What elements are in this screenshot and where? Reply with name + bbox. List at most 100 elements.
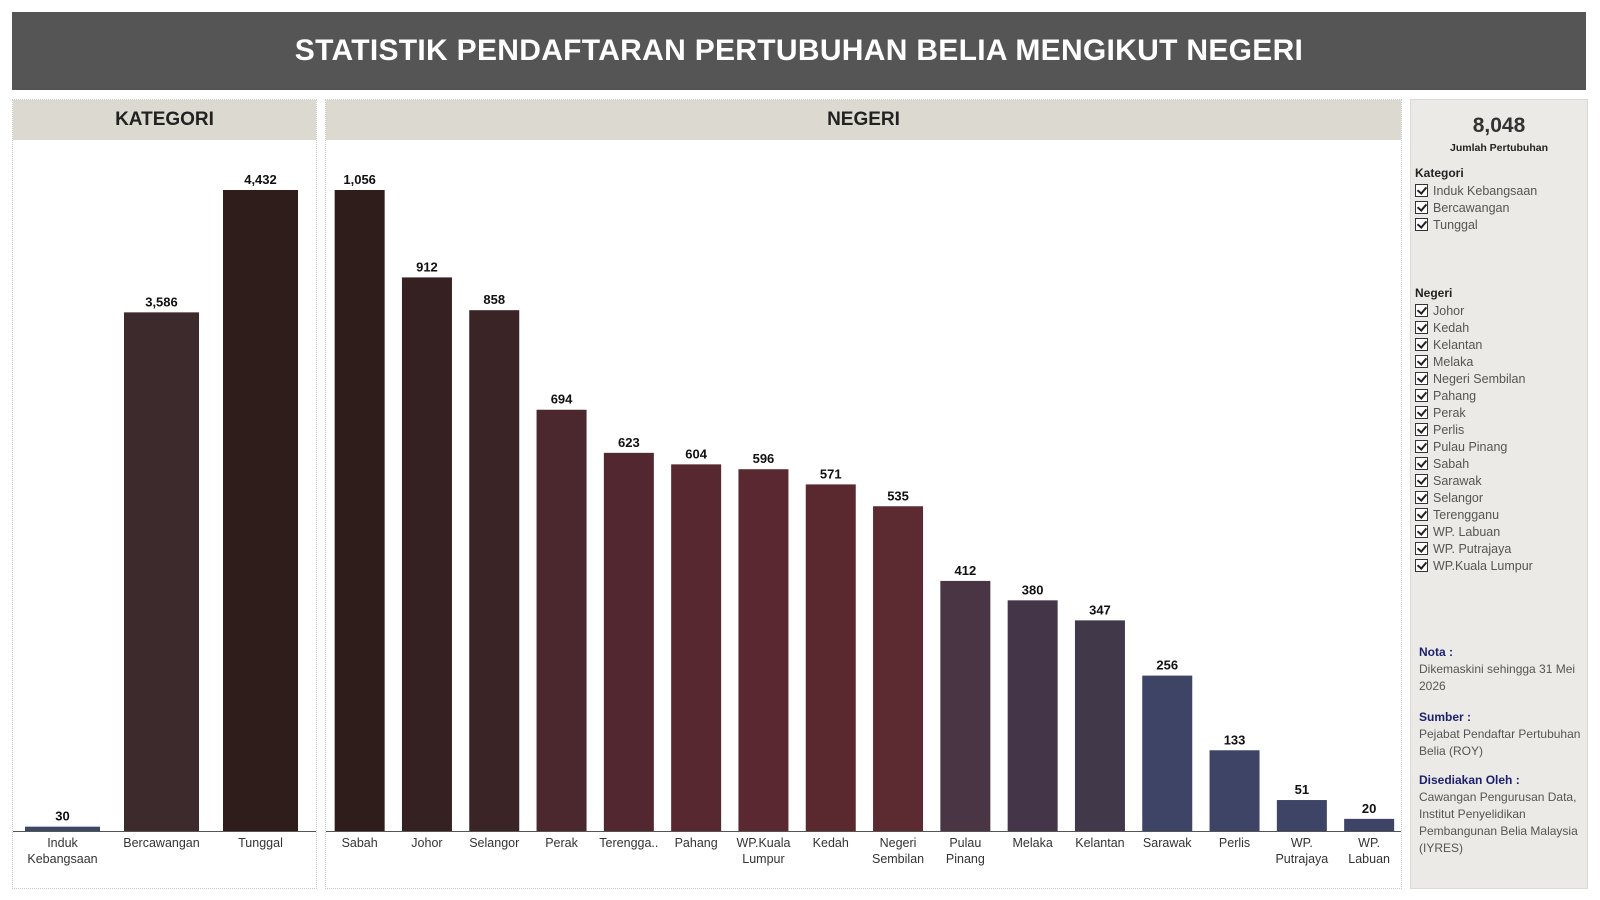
bar-value-label: 623 (618, 435, 640, 450)
bar[interactable] (1209, 750, 1260, 831)
negeri-filter-item[interactable]: Pulau Pinang (1415, 438, 1585, 455)
total-organisations-label: Jumlah Pertubuhan (1449, 142, 1548, 154)
checkbox-checked-icon[interactable] (1415, 304, 1428, 317)
bar[interactable] (1007, 600, 1058, 831)
bar[interactable] (1074, 620, 1125, 831)
x-tick-label: Terengga.. (599, 836, 658, 850)
negeri-filter-item[interactable]: Sarawak (1415, 472, 1585, 489)
checkbox-checked-icon[interactable] (1415, 474, 1428, 487)
checkbox-checked-icon[interactable] (1415, 457, 1428, 470)
checkbox-checked-icon[interactable] (1415, 321, 1428, 334)
bar-value-label: 133 (1224, 732, 1246, 747)
negeri-filter-item[interactable]: Sabah (1415, 455, 1585, 472)
x-tick-label: Negeri (880, 836, 917, 850)
bar[interactable] (536, 409, 587, 831)
negeri-filter-item[interactable]: Terengganu (1415, 506, 1585, 523)
checkbox-checked-icon[interactable] (1415, 218, 1428, 231)
negeri-filter-item-label: Johor (1433, 303, 1465, 318)
negeri-filter-item-label: Terengganu (1433, 507, 1500, 522)
negeri-filter-item[interactable]: WP. Labuan (1415, 523, 1585, 540)
checkbox-checked-icon[interactable] (1415, 559, 1428, 572)
bar-value-label: 694 (551, 392, 573, 407)
negeri-filter-item[interactable]: Kelantan (1415, 336, 1585, 353)
negeri-filter-item[interactable]: Perlis (1415, 421, 1585, 438)
negeri-panel-title: NEGERI (326, 100, 1401, 140)
bar[interactable] (940, 580, 991, 831)
filter-sidebar: 8,048 Jumlah Pertubuhan Kategori Induk K… (1410, 99, 1588, 889)
negeri-filter-item[interactable]: Johor (1415, 302, 1585, 319)
checkbox-checked-icon[interactable] (1415, 525, 1428, 538)
negeri-filter-item[interactable]: Perak (1415, 404, 1585, 421)
checkbox-checked-icon[interactable] (1415, 184, 1428, 197)
negeri-filter-item-label: Kedah (1433, 320, 1470, 335)
negeri-filter-item-label: Sarawak (1433, 473, 1482, 488)
checkbox-checked-icon[interactable] (1415, 440, 1428, 453)
x-tick-label: Melaka (1013, 836, 1053, 850)
negeri-filter-item-label: Pahang (1433, 388, 1477, 403)
negeri-filter-item[interactable]: Kedah (1415, 319, 1585, 336)
x-tick-label: Johor (411, 836, 442, 850)
checkbox-checked-icon[interactable] (1415, 508, 1428, 521)
x-tick-label: WP. (1291, 836, 1313, 850)
kategori-filter-item[interactable]: Tunggal (1415, 216, 1585, 233)
bar[interactable] (603, 452, 654, 831)
checkbox-checked-icon[interactable] (1415, 201, 1428, 214)
x-tick-label: Pinang (946, 852, 985, 866)
negeri-filter-item[interactable]: Selangor (1415, 489, 1585, 506)
bar[interactable] (738, 469, 789, 831)
kategori-bar-chart: 30 Induk Kebangsaan 3,586 Bercawangan 4,432 Tu… (13, 172, 316, 866)
checkbox-checked-icon[interactable] (1415, 355, 1428, 368)
x-tick-label: Perlis (1219, 836, 1250, 850)
x-tick-label: Pahang (675, 836, 718, 850)
checkbox-checked-icon[interactable] (1415, 491, 1428, 504)
negeri-filter-item[interactable]: Negeri Sembilan (1415, 370, 1585, 387)
checkbox-checked-icon[interactable] (1415, 423, 1428, 436)
bar-value-label: 412 (954, 563, 976, 578)
bar[interactable] (1276, 800, 1327, 831)
bar-value-label: 604 (685, 446, 707, 461)
x-tick-label: Pulau (949, 836, 981, 850)
checkbox-checked-icon[interactable] (1415, 389, 1428, 402)
disediakan-heading: Disediakan Oleh : (1419, 773, 1520, 787)
bar-value-label: 347 (1089, 602, 1111, 617)
negeri-panel: NEGERI 1,056 Sabah 912 Johor 858 Selangor 694 P… (325, 99, 1402, 889)
x-tick-label: Bercawangan (123, 836, 199, 850)
x-tick-label: Putrajaya (1275, 852, 1328, 866)
negeri-filter-item[interactable]: WP.Kuala Lumpur (1415, 557, 1585, 574)
bar-value-label: 858 (483, 292, 505, 307)
bar[interactable] (223, 190, 298, 831)
bar[interactable] (124, 312, 199, 831)
negeri-filter-item-label: WP. Putrajaya (1433, 541, 1512, 556)
checkbox-checked-icon[interactable] (1415, 338, 1428, 351)
checkbox-checked-icon[interactable] (1415, 406, 1428, 419)
negeri-filter-item-label: Kelantan (1433, 337, 1483, 352)
kategori-filter-item[interactable]: Induk Kebangsaan (1415, 182, 1585, 199)
kategori-filter-item[interactable]: Bercawangan (1415, 199, 1585, 216)
negeri-filter-item[interactable]: Pahang (1415, 387, 1585, 404)
negeri-filter-item[interactable]: WP. Putrajaya (1415, 540, 1585, 557)
x-tick-label: Induk (47, 836, 78, 850)
bar[interactable] (805, 484, 856, 831)
bar[interactable] (334, 190, 385, 831)
kategori-filter-list: Induk Kebangsaan Bercawangan Tunggal (1415, 182, 1585, 233)
kategori-filter-item-label: Bercawangan (1433, 200, 1510, 215)
bar-value-label: 3,586 (145, 294, 178, 309)
checkbox-checked-icon[interactable] (1415, 542, 1428, 555)
negeri-filter-item-label: WP.Kuala Lumpur (1433, 558, 1533, 573)
bar[interactable] (671, 464, 722, 831)
sumber-heading: Sumber : (1419, 710, 1472, 724)
bar[interactable] (1344, 818, 1395, 831)
bar[interactable] (25, 826, 100, 831)
bar-value-label: 380 (1022, 582, 1044, 597)
bar[interactable] (469, 310, 520, 831)
bar[interactable] (1142, 675, 1193, 831)
negeri-filter-item[interactable]: Melaka (1415, 353, 1585, 370)
kategori-panel: KATEGORI 30 Induk Kebangsaan 3,586 Bercawang… (12, 99, 317, 889)
bar-value-label: 4,432 (244, 172, 277, 187)
page-title: STATISTIK PENDAFTARAN PERTUBUHAN BELIA M… (12, 12, 1586, 90)
checkbox-checked-icon[interactable] (1415, 372, 1428, 385)
bar-value-label: 20 (1362, 801, 1376, 816)
bar[interactable] (873, 506, 924, 831)
bar-value-label: 535 (887, 488, 909, 503)
bar[interactable] (401, 277, 452, 832)
